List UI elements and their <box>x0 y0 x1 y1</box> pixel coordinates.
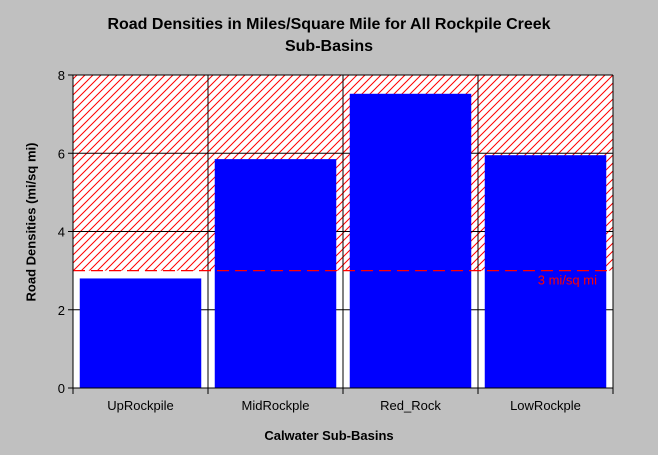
y-tick-label: 0 <box>58 381 65 396</box>
x-tick-label: Red_Rock <box>380 398 441 413</box>
chart-title: Road Densities in Miles/Square Mile for … <box>0 14 658 58</box>
threshold-label: 3 mi/sq mi <box>538 273 597 288</box>
bar-midrockple <box>214 159 337 388</box>
y-tick-label: 4 <box>58 225 65 240</box>
x-axis-label: Calwater Sub-Basins <box>264 428 394 443</box>
y-tick-label: 2 <box>58 303 65 318</box>
x-tick-label: LowRockple <box>510 398 581 413</box>
bar-red-rock <box>349 93 472 388</box>
x-tick-label: MidRockple <box>242 398 310 413</box>
bar-uprockpile <box>79 278 202 388</box>
y-tick-label: 8 <box>58 68 65 83</box>
x-tick-label: UpRockpile <box>107 398 173 413</box>
y-tick-label: 6 <box>58 146 65 161</box>
bar-lowrockple <box>484 155 607 388</box>
y-axis-label: Road Densities (mi/sq mi) <box>23 142 39 302</box>
chart-title-line-1: Road Densities in Miles/Square Mile for … <box>107 16 551 33</box>
chart-title-line-2: Sub-Basins <box>284 38 373 55</box>
